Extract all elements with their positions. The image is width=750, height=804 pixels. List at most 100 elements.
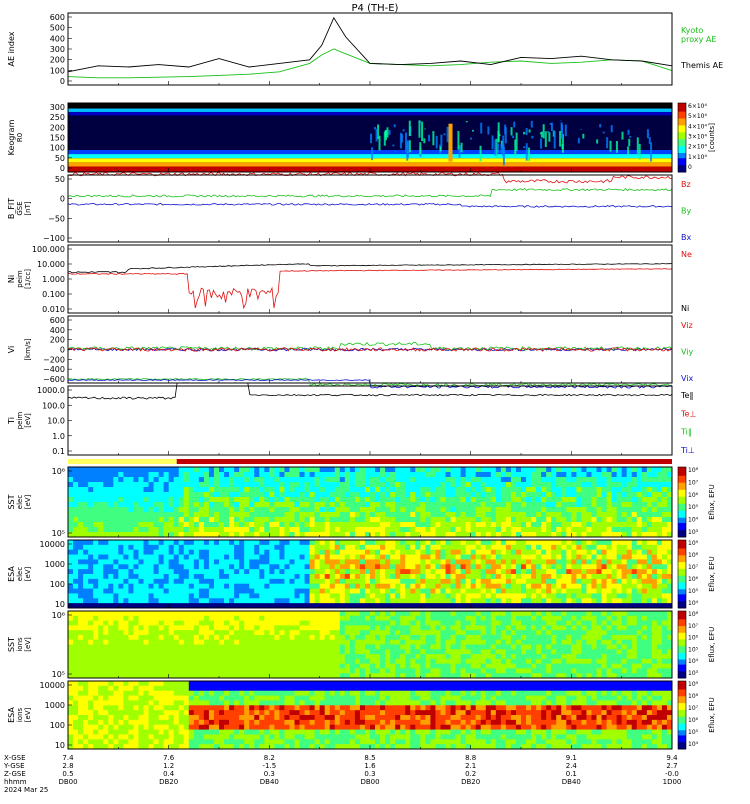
spectrogram-cell	[521, 579, 526, 584]
spectrogram-cell	[199, 621, 204, 626]
spectrogram-cell	[194, 569, 199, 574]
spectrogram-cell	[234, 545, 239, 550]
spectrogram-cell	[88, 502, 93, 507]
spectrogram-cell	[355, 550, 360, 555]
spectrogram-cell	[320, 527, 325, 532]
spectrogram-cell	[506, 522, 511, 527]
spectrogram-cell	[244, 487, 249, 492]
spectrogram-cell	[234, 492, 239, 497]
spectrogram-cell	[224, 522, 229, 527]
spectrogram-cell	[269, 502, 274, 507]
spectrogram-cell	[586, 598, 591, 603]
spectrogram-cell	[249, 645, 254, 650]
spectrogram-cell	[405, 630, 410, 635]
spectrogram-cell	[647, 540, 652, 545]
spectrogram-cell	[138, 640, 143, 645]
spectrogram-cell	[269, 593, 274, 598]
spectrogram-cell	[415, 477, 420, 482]
keogram-feature	[494, 140, 496, 156]
spectrogram-cell	[430, 545, 435, 550]
spectrogram-cell	[602, 569, 607, 574]
keogram-feature	[505, 127, 507, 143]
spectrogram-cell	[435, 569, 440, 574]
spectrogram-cell	[390, 593, 395, 598]
legend-entry: Ne	[681, 250, 692, 259]
spectrogram-cell	[154, 649, 159, 654]
spectrogram-cell	[491, 502, 496, 507]
spectrogram-cell	[174, 621, 179, 626]
spectrogram-cell	[566, 482, 571, 487]
spectrogram-cell	[350, 668, 355, 673]
spectrogram-cell	[93, 507, 98, 512]
spectrogram-cell	[546, 507, 551, 512]
colorbar-tick-label: 5×10⁴	[688, 113, 707, 120]
spectrogram-cell	[597, 550, 602, 555]
spectrogram-cell	[360, 477, 365, 482]
spectrogram-cell	[305, 611, 310, 616]
spectrogram-cell	[310, 477, 315, 482]
spectrogram-cell	[390, 487, 395, 492]
spectrogram-cell	[395, 630, 400, 635]
legend-entry: Kyoto	[681, 26, 703, 35]
spectrogram-cell	[229, 487, 234, 492]
spectrogram-cell	[400, 664, 405, 669]
spectrogram-cell	[546, 477, 551, 482]
spectrogram-cell	[108, 621, 113, 626]
spectrogram-cell	[637, 487, 642, 492]
spectrogram-cell	[244, 584, 249, 589]
spectrogram-cell	[360, 654, 365, 659]
spectrogram-cell	[93, 487, 98, 492]
spectrogram-cell	[370, 507, 375, 512]
spectrogram-cell	[430, 477, 435, 482]
spectrogram-cell	[300, 611, 305, 616]
spectrogram-cell	[138, 654, 143, 659]
y-tick-label: 100	[50, 580, 65, 589]
spectrogram-cell	[607, 540, 612, 545]
spectrogram-cell	[224, 659, 229, 664]
spectrogram-cell	[395, 611, 400, 616]
spectrogram-cell	[144, 621, 149, 626]
spectrogram-cell	[405, 540, 410, 545]
spectrogram-cell	[486, 497, 491, 502]
spectrogram-cell	[370, 640, 375, 645]
spectrogram-cell	[496, 492, 501, 497]
spectrogram-cell	[526, 569, 531, 574]
spectrogram-cell	[128, 668, 133, 673]
spectrogram-cell	[78, 625, 83, 630]
spectrogram-cell	[224, 593, 229, 598]
spectrogram-cell	[184, 579, 189, 584]
spectrogram-cell	[355, 512, 360, 517]
spectrogram-cell	[410, 497, 415, 502]
spectrogram-cell	[360, 522, 365, 527]
spectrogram-cell	[330, 579, 335, 584]
spectrogram-cell	[571, 564, 576, 569]
spectrogram-cell	[556, 589, 561, 594]
spectrogram-cell	[274, 630, 279, 635]
spectrogram-cell	[551, 593, 556, 598]
spectrogram-cell	[154, 598, 159, 603]
spectrogram-cell	[506, 477, 511, 482]
spectrogram-cell	[385, 482, 390, 487]
spectrogram-cell	[224, 487, 229, 492]
spectrogram-cell	[204, 492, 209, 497]
spectrogram-cell	[284, 502, 289, 507]
spectrogram-cell	[249, 507, 254, 512]
spectrogram-cell	[254, 611, 259, 616]
spectrogram-cell	[123, 559, 128, 564]
spectrogram-cell	[184, 664, 189, 669]
spectrogram-cell	[118, 559, 123, 564]
spectrogram-cell	[305, 550, 310, 555]
spectrogram-cell	[219, 645, 224, 650]
spectrogram-cell	[224, 482, 229, 487]
spectrogram-cell	[456, 593, 461, 598]
spectrogram-cell	[466, 555, 471, 560]
spectrogram-cell	[149, 579, 154, 584]
spectrogram-cell	[360, 467, 365, 472]
spectrogram-cell	[365, 621, 370, 626]
spectrogram-cell	[420, 640, 425, 645]
spectrogram-cell	[244, 635, 249, 640]
spectrogram-cell	[435, 654, 440, 659]
spectrogram-cell	[249, 584, 254, 589]
spectrogram-cell	[184, 517, 189, 522]
spectrogram-cell	[320, 472, 325, 477]
